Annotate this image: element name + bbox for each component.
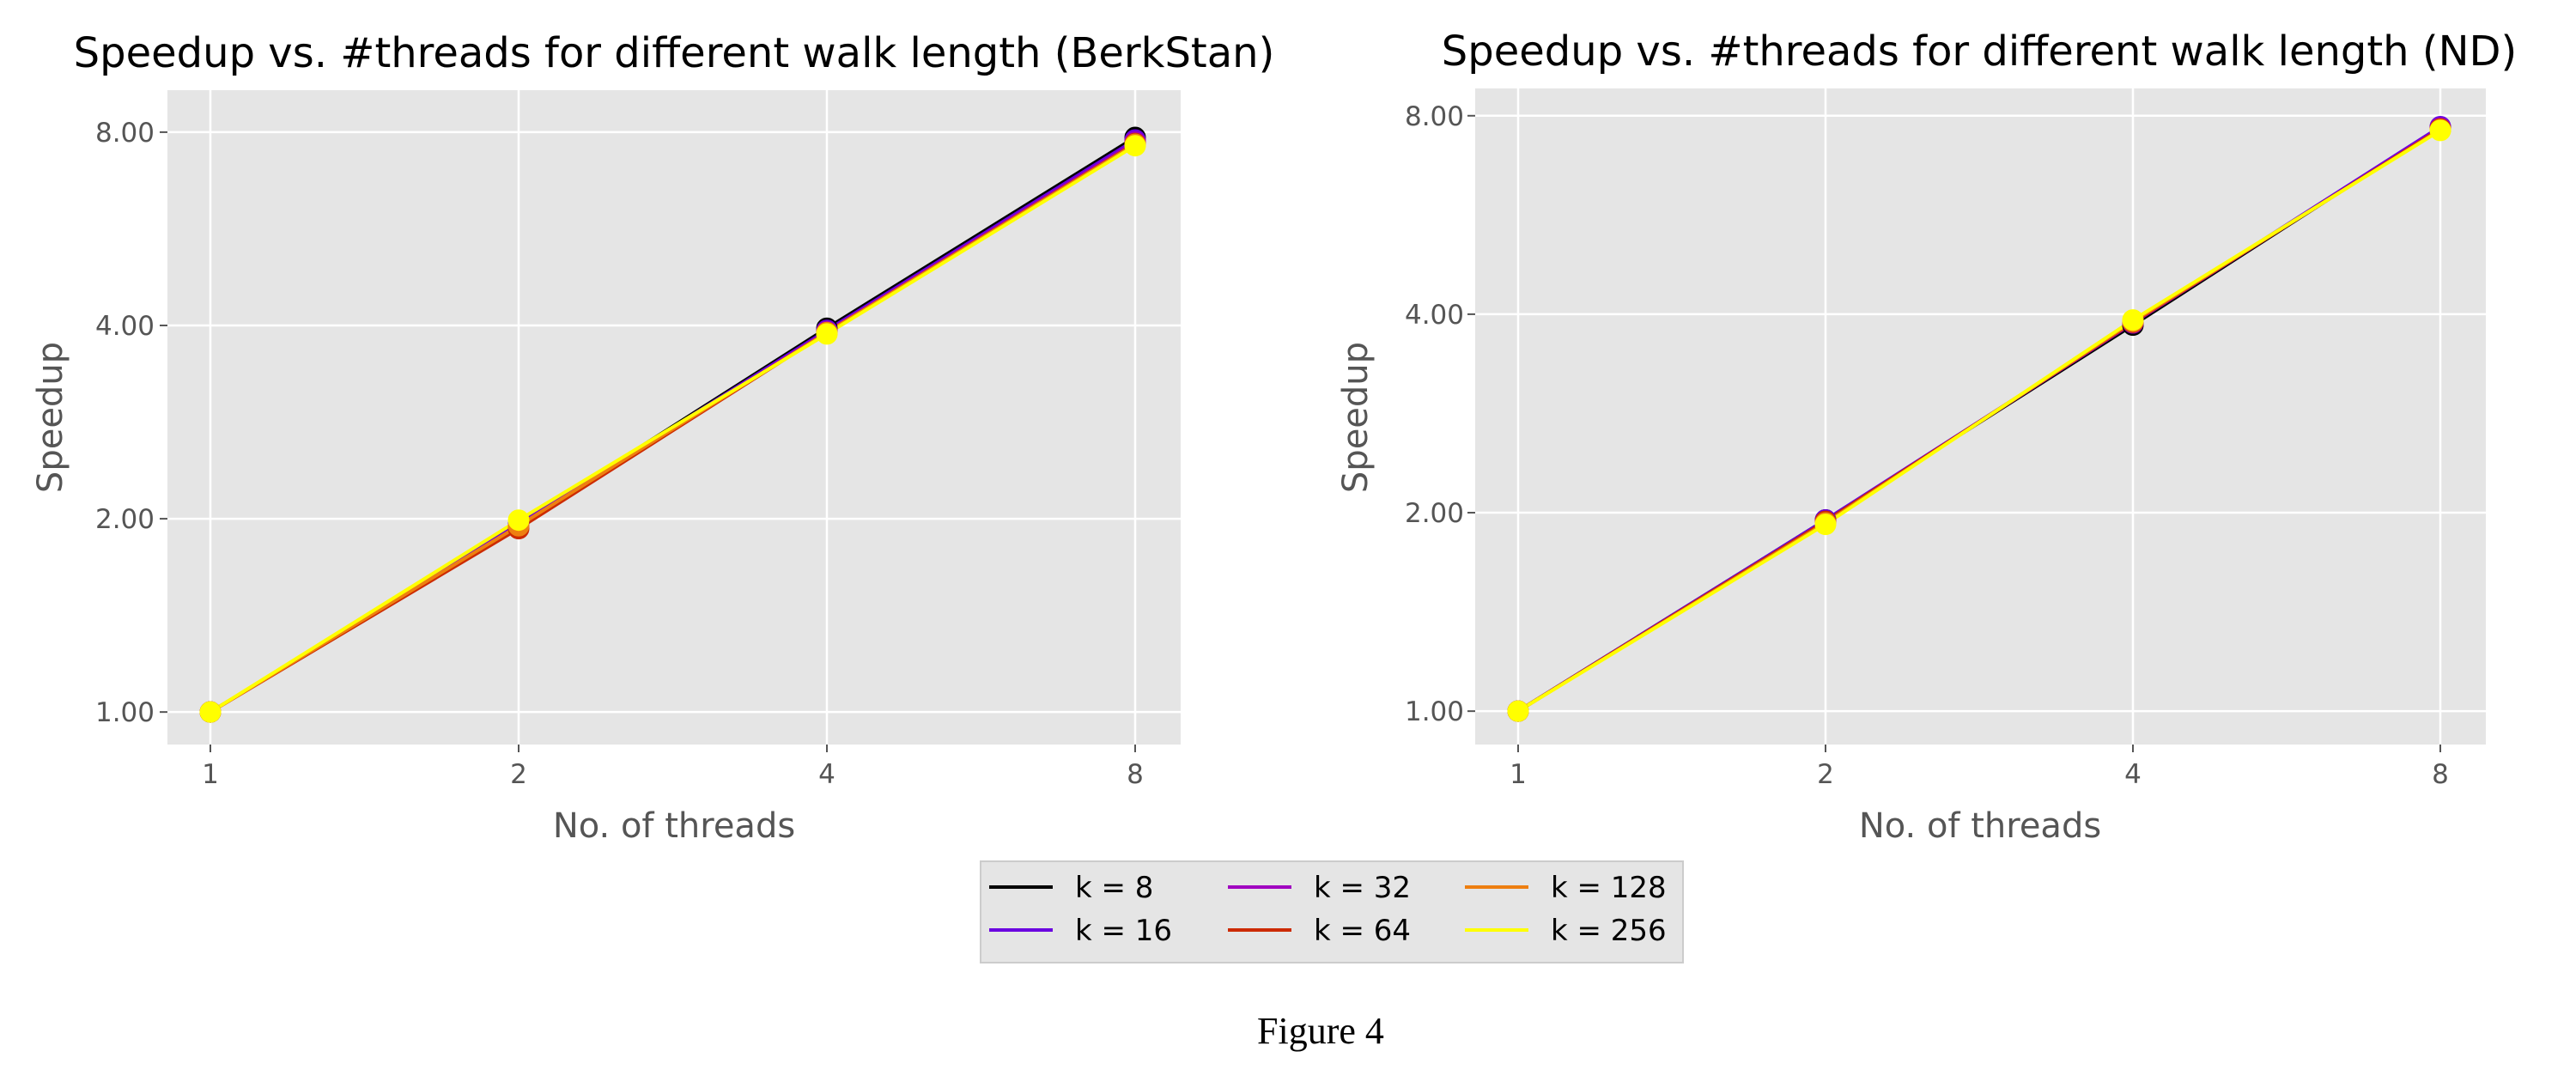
data-point xyxy=(1507,700,1529,722)
x-tick-labels: 1 2 4 8 xyxy=(1510,745,2449,790)
data-point xyxy=(816,323,838,345)
y-tick-label: 2.00 xyxy=(1405,498,1464,529)
data-point xyxy=(507,509,530,532)
legend-box xyxy=(980,860,1684,963)
series-group xyxy=(1507,116,2451,722)
legend-entry: k = 32 xyxy=(1314,871,1411,905)
x-tick-label: 8 xyxy=(2432,759,2449,790)
chart-berkstan: Speedup vs. #threads for different walk … xyxy=(31,29,1274,846)
y-tick-labels: 1.00 2.00 4.00 8.00 xyxy=(1405,101,1475,727)
grid xyxy=(1475,88,2486,745)
data-point xyxy=(199,701,222,723)
data-point xyxy=(1124,135,1146,157)
x-tick-label: 8 xyxy=(1127,759,1144,790)
chart-title: Speedup vs. #threads for different walk … xyxy=(74,29,1275,77)
y-tick-label: 4.00 xyxy=(1405,300,1464,331)
data-point xyxy=(2429,119,2451,142)
series-line xyxy=(1516,129,2442,713)
y-tick-label: 4.00 xyxy=(95,311,155,342)
y-tick-labels: 1.00 2.00 4.00 8.00 xyxy=(95,118,167,728)
legend-entry: k = 8 xyxy=(1075,871,1153,905)
y-axis-label: Speedup xyxy=(1336,342,1376,493)
legend-items: k = 8 k = 16 k = 32 k = 64 k = 128 k = 256 xyxy=(989,871,1667,948)
data-point xyxy=(1814,514,1837,536)
series-group xyxy=(199,126,1146,723)
chart-nd: Speedup vs. #threads for different walk … xyxy=(1336,27,2517,846)
x-axis-label: No. of threads xyxy=(1859,806,2101,846)
y-tick-label: 8.00 xyxy=(1405,101,1464,132)
legend-entry: k = 64 xyxy=(1314,914,1411,948)
legend-entry: k = 128 xyxy=(1551,871,1667,905)
x-tick-label: 1 xyxy=(202,759,219,790)
series-line xyxy=(209,143,1137,714)
x-tick-label: 2 xyxy=(1817,759,1834,790)
x-tick-label: 4 xyxy=(818,759,835,790)
legend-entry: k = 16 xyxy=(1075,914,1172,948)
grid xyxy=(167,90,1181,745)
legend-entry: k = 256 xyxy=(1551,914,1667,948)
x-tick-label: 1 xyxy=(1510,759,1527,790)
x-tick-labels: 1 2 4 8 xyxy=(202,745,1144,790)
y-axis-label: Speedup xyxy=(31,342,70,493)
x-tick-label: 4 xyxy=(2124,759,2142,790)
x-tick-label: 2 xyxy=(510,759,527,790)
chart-title: Speedup vs. #threads for different walk … xyxy=(1442,27,2517,76)
x-axis-label: No. of threads xyxy=(553,806,795,846)
y-tick-label: 2.00 xyxy=(95,504,155,535)
figure-caption: Figure 4 xyxy=(1257,1010,1384,1052)
legend: k = 8 k = 16 k = 32 k = 64 k = 128 k = 256 xyxy=(980,860,1684,963)
y-tick-label: 1.00 xyxy=(95,697,155,728)
data-point xyxy=(2122,309,2144,331)
y-tick-label: 8.00 xyxy=(95,118,155,149)
y-tick-label: 1.00 xyxy=(1405,696,1464,727)
